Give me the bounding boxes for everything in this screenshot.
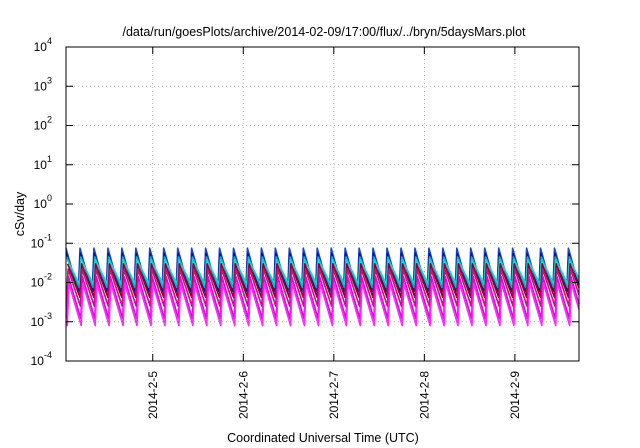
series-line bbox=[66, 258, 580, 286]
y-tick-label: 10-3 bbox=[31, 311, 52, 329]
x-tick-label: 2014-2-5 bbox=[146, 371, 160, 419]
y-tick-label: 100 bbox=[34, 193, 52, 211]
y-tick-label: 102 bbox=[34, 115, 52, 133]
y-tick-label: 10-2 bbox=[31, 272, 52, 290]
x-axis-ticks: 2014-2-5 2014-2-6 2014-2-7 2014-2-8 2014-2-9 bbox=[146, 47, 522, 419]
y-axis-label: cSv/day bbox=[13, 191, 27, 236]
y-tick-label: 101 bbox=[34, 154, 52, 172]
x-tick-label: 2014-2-9 bbox=[508, 371, 522, 419]
y-axis-ticks: 10-4 10-3 10-2 10-1 100 101 102 103 104 bbox=[31, 36, 579, 368]
chart-title: /data/run/goesPlots/archive/2014-02-09/1… bbox=[122, 25, 526, 39]
series-group bbox=[65, 247, 580, 327]
series-line bbox=[65, 268, 580, 307]
x-tick-label: 2014-2-8 bbox=[417, 371, 431, 419]
x-tick-label: 2014-2-6 bbox=[236, 371, 250, 419]
x-axis-label: Coordinated Universal Time (UTC) bbox=[227, 431, 419, 445]
y-tick-label: 103 bbox=[34, 75, 52, 93]
x-tick-label: 2014-2-7 bbox=[327, 371, 341, 419]
grid bbox=[66, 47, 579, 361]
series-line bbox=[66, 263, 580, 299]
y-tick-label: 10-4 bbox=[31, 350, 52, 368]
series-line bbox=[65, 282, 580, 327]
y-tick-label: 10-1 bbox=[31, 232, 52, 250]
y-tick-label: 104 bbox=[34, 36, 52, 54]
